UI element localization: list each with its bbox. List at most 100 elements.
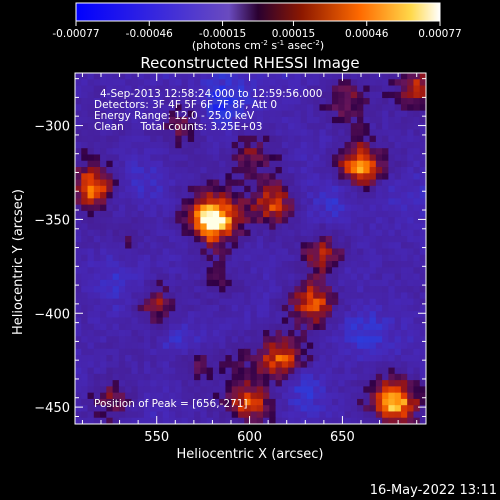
heatmap-cell: [137, 380, 145, 387]
heatmap-cell: [263, 185, 270, 193]
heatmap-cell: [187, 204, 195, 212]
heatmap-cell: [187, 292, 195, 300]
heatmap-cell: [175, 286, 183, 293]
heatmap-cell: [212, 129, 220, 137]
heatmap-cell: [87, 329, 95, 337]
heatmap-cell: [143, 336, 151, 344]
heatmap-cell: [288, 298, 295, 306]
y-tick-label: −300: [34, 120, 70, 135]
heatmap-cell: [256, 173, 264, 181]
heatmap-cell: [294, 98, 302, 105]
heatmap-cell: [175, 405, 183, 412]
heatmap-cell: [388, 336, 396, 344]
heatmap-cell: [200, 392, 208, 400]
heatmap-cell: [375, 129, 383, 137]
heatmap-cell: [194, 167, 201, 174]
heatmap-cell: [294, 254, 302, 262]
heatmap-cell: [81, 398, 89, 406]
heatmap-cell: [143, 223, 151, 231]
heatmap-cell: [131, 173, 139, 181]
heatmap-cell: [169, 210, 176, 218]
heatmap-cell: [256, 179, 264, 187]
heatmap-cell: [150, 242, 157, 249]
heatmap-cell: [306, 355, 314, 362]
heatmap-cell: [175, 79, 183, 87]
heatmap-cell: [413, 217, 421, 224]
heatmap-cell: [350, 317, 358, 325]
heatmap-cell: [388, 242, 396, 249]
heatmap-cell: [231, 129, 239, 137]
heatmap-cell: [162, 235, 170, 243]
heatmap-cell: [357, 235, 364, 243]
heatmap-cell: [331, 85, 339, 93]
heatmap-cell: [250, 192, 258, 199]
heatmap-cell: [212, 254, 220, 262]
heatmap-cell: [156, 229, 164, 237]
heatmap-cell: [388, 229, 396, 237]
plot-frame: [74, 72, 427, 425]
heatmap-cell: [306, 141, 314, 149]
heatmap-cell: [306, 386, 314, 394]
heatmap-cell: [106, 91, 114, 99]
heatmap-cell: [237, 110, 245, 118]
heatmap-cell: [400, 311, 408, 318]
heatmap-cell: [156, 242, 164, 249]
heatmap-cell: [419, 405, 426, 412]
heatmap-cell: [369, 173, 377, 181]
heatmap-cell: [219, 98, 226, 105]
heatmap-cell: [156, 73, 164, 80]
heatmap-cell: [382, 204, 389, 212]
heatmap-cell: [357, 98, 364, 105]
heatmap-cell: [125, 229, 132, 237]
heatmap-cell: [181, 79, 189, 87]
heatmap-cell: [325, 110, 333, 118]
heatmap-cell: [106, 355, 114, 362]
heatmap-cell: [143, 91, 151, 99]
heatmap-cell: [181, 392, 189, 400]
heatmap-cell: [237, 273, 245, 281]
heatmap-cell: [212, 329, 220, 337]
heatmap-cell: [407, 141, 414, 149]
heatmap-cell: [150, 91, 157, 99]
heatmap-cell: [288, 85, 295, 93]
heatmap-cell: [100, 160, 107, 168]
heatmap-cell: [338, 73, 346, 80]
heatmap-cell: [125, 405, 132, 412]
heatmap-cell: [131, 79, 139, 87]
heatmap-cell: [112, 380, 120, 387]
heatmap-cell: [181, 167, 189, 174]
heatmap-cell: [388, 79, 396, 87]
heatmap-cell: [331, 286, 339, 293]
heatmap-cell: [112, 392, 120, 400]
heatmap-cell: [250, 361, 258, 369]
heatmap-cell: [250, 154, 258, 162]
heatmap-cell: [300, 167, 308, 174]
heatmap-cell: [331, 329, 339, 337]
heatmap-cell: [382, 304, 389, 312]
heatmap-cell: [357, 317, 364, 325]
heatmap-cell: [407, 104, 414, 112]
heatmap-cell: [87, 135, 95, 143]
heatmap-cell: [106, 311, 114, 318]
heatmap-cell: [162, 267, 170, 275]
heatmap-cell: [118, 104, 126, 112]
heatmap-cell: [87, 179, 95, 187]
heatmap-cell: [87, 173, 95, 181]
heatmap-cell: [250, 355, 258, 362]
heatmap-cell: [338, 342, 346, 350]
heatmap-cell: [87, 217, 95, 224]
heatmap-cell: [419, 361, 426, 369]
heatmap-cell: [143, 398, 151, 406]
heatmap-cell: [338, 98, 346, 105]
heatmap-cell: [269, 104, 277, 112]
heatmap-cell: [263, 417, 270, 424]
heatmap-cell: [350, 229, 358, 237]
heatmap-cell: [244, 173, 251, 181]
heatmap-cell: [181, 292, 189, 300]
heatmap-cell: [225, 248, 233, 256]
heatmap-cell: [225, 292, 233, 300]
heatmap-cell: [137, 298, 145, 306]
heatmap-cell: [288, 329, 295, 337]
heatmap-cell: [118, 185, 126, 193]
heatmap-cell: [256, 367, 264, 375]
